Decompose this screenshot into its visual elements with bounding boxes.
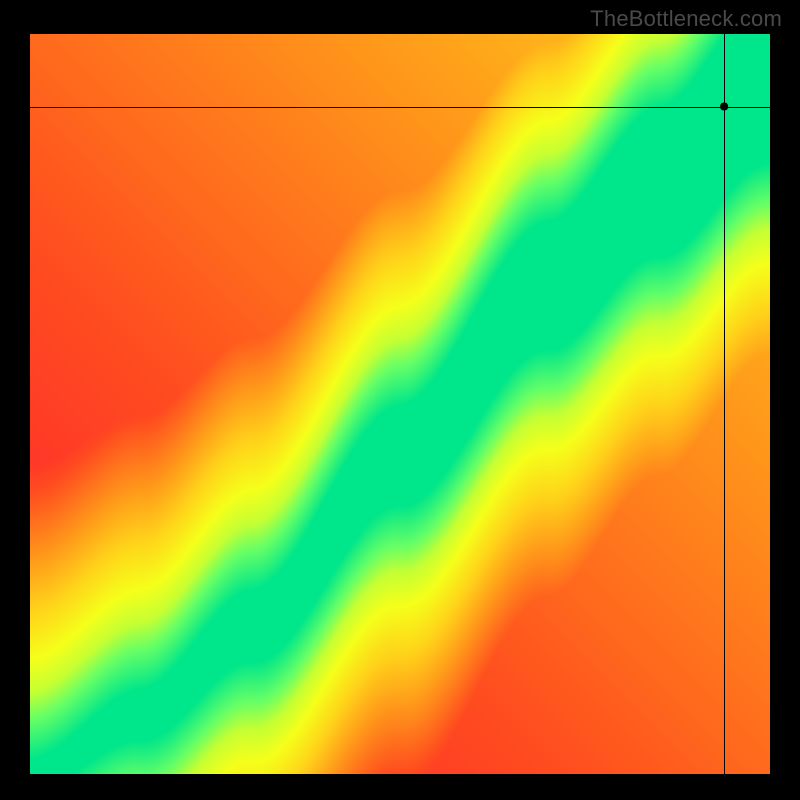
heatmap-container [30,34,770,774]
watermark-text: TheBottleneck.com [590,6,782,32]
crosshair-overlay [30,34,770,774]
